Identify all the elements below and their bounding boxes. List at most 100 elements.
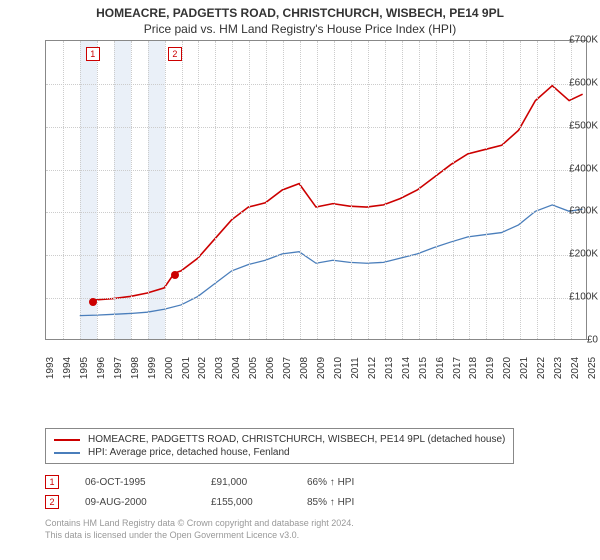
gridline-v [283, 41, 284, 339]
xtick-label: 2001 [181, 357, 192, 379]
xtick-label: 2003 [214, 357, 225, 379]
legend-label: HOMEACRE, PADGETTS ROAD, CHRISTCHURCH, W… [88, 434, 505, 445]
gridline-v [97, 41, 98, 339]
xtick-label: 2017 [452, 357, 463, 379]
xtick-label: 2014 [401, 357, 412, 379]
chart-title-line2: Price paid vs. HM Land Registry's House … [0, 20, 600, 40]
gridline-v [317, 41, 318, 339]
xtick-label: 2002 [197, 357, 208, 379]
gridline-v [131, 41, 132, 339]
xtick-label: 2006 [265, 357, 276, 379]
gridline-v [419, 41, 420, 339]
sales-row: 209-AUG-2000£155,00085% ↑ HPI [45, 492, 354, 512]
sale-price: £91,000 [211, 477, 281, 488]
sale-marker-icon: 2 [45, 495, 59, 509]
gridline-v [469, 41, 470, 339]
xtick-label: 1993 [45, 357, 56, 379]
plot-area: 12 [45, 40, 587, 340]
chart-title-line1: HOMEACRE, PADGETTS ROAD, CHRISTCHURCH, W… [0, 0, 600, 20]
ytick-label: £0 [555, 335, 598, 346]
gridline-v [351, 41, 352, 339]
gridline-v [300, 41, 301, 339]
sale-dot [171, 271, 179, 279]
sales-table: 1 06-OCT-1995 £91,000 66% ↑ HPI 2 09-AUG-2000… [45, 472, 354, 512]
gridline-v [368, 41, 369, 339]
gridline-v [453, 41, 454, 339]
series-property [93, 86, 583, 301]
gridline-v [334, 41, 335, 339]
xtick-label: 2023 [553, 357, 564, 379]
gridline-v [537, 41, 538, 339]
sale-date: 06-OCT-1995 [85, 477, 185, 488]
series-lines [46, 41, 586, 339]
sale-marker: 2 [168, 47, 182, 61]
sale-marker: 1 [86, 47, 100, 61]
footer-text: Contains HM Land Registry data © Crown c… [45, 518, 354, 541]
sale-dot [89, 298, 97, 306]
sales-row: 1 06-OCT-1995 £91,000 66% ↑ HPI [45, 472, 354, 492]
xtick-label: 1994 [62, 357, 73, 379]
footer-line1: Contains HM Land Registry data © Crown c… [45, 518, 354, 530]
legend-row: HOMEACRE, PADGETTS ROAD, CHRISTCHURCH, W… [54, 433, 505, 446]
xtick-label: 2016 [435, 357, 446, 379]
sale-date: 09-AUG-2000 [85, 497, 185, 508]
xtick-label: 2020 [502, 357, 513, 379]
xtick-label: 2013 [384, 357, 395, 379]
legend: HOMEACRE, PADGETTS ROAD, CHRISTCHURCH, W… [45, 428, 514, 464]
gridline-v [385, 41, 386, 339]
xtick-label: 2022 [536, 357, 547, 379]
gridline-h [46, 170, 586, 171]
gridline-h [46, 212, 586, 213]
ytick-label: £100K [555, 292, 598, 303]
gridline-v [63, 41, 64, 339]
xtick-label: 1998 [130, 357, 141, 379]
legend-row: HPI: Average price, detached house, Fenl… [54, 446, 505, 459]
ytick-label: £700K [555, 35, 598, 46]
gridline-v [402, 41, 403, 339]
xtick-label: 2007 [282, 357, 293, 379]
xtick-label: 2025 [587, 357, 598, 379]
ytick-label: £500K [555, 120, 598, 131]
legend-swatch [54, 439, 80, 441]
gridline-v [198, 41, 199, 339]
sale-marker-icon: 1 [45, 475, 59, 489]
ytick-label: £300K [555, 206, 598, 217]
gridline-v [486, 41, 487, 339]
chart-container: 12 £0£100K£200K£300K£400K£500K£600K£700K… [0, 38, 600, 388]
xtick-label: 2021 [519, 357, 530, 379]
gridline-v [165, 41, 166, 339]
gridline-h [46, 255, 586, 256]
xtick-label: 1996 [96, 357, 107, 379]
gridline-v [215, 41, 216, 339]
xtick-label: 2009 [316, 357, 327, 379]
gridline-v [232, 41, 233, 339]
sale-hpi: 66% ↑ HPI [307, 477, 354, 488]
xtick-label: 2019 [485, 357, 496, 379]
gridline-v [249, 41, 250, 339]
gridline-v [80, 41, 81, 339]
gridline-v [148, 41, 149, 339]
xtick-label: 1997 [113, 357, 124, 379]
xtick-label: 2018 [468, 357, 479, 379]
legend-swatch [54, 452, 80, 454]
gridline-v [266, 41, 267, 339]
xtick-label: 2005 [248, 357, 259, 379]
gridline-v [114, 41, 115, 339]
sale-hpi: 85% ↑ HPI [307, 497, 354, 508]
gridline-v [520, 41, 521, 339]
ytick-label: £600K [555, 77, 598, 88]
xtick-label: 2012 [367, 357, 378, 379]
xtick-label: 2000 [164, 357, 175, 379]
xtick-label: 2004 [231, 357, 242, 379]
gridline-h [46, 127, 586, 128]
legend-label: HPI: Average price, detached house, Fenl… [88, 447, 290, 458]
xtick-label: 2015 [418, 357, 429, 379]
gridline-h [46, 84, 586, 85]
gridline-v [436, 41, 437, 339]
gridline-v [503, 41, 504, 339]
xtick-label: 2010 [333, 357, 344, 379]
xtick-label: 1995 [79, 357, 90, 379]
gridline-v [182, 41, 183, 339]
xtick-label: 1999 [147, 357, 158, 379]
ytick-label: £400K [555, 163, 598, 174]
